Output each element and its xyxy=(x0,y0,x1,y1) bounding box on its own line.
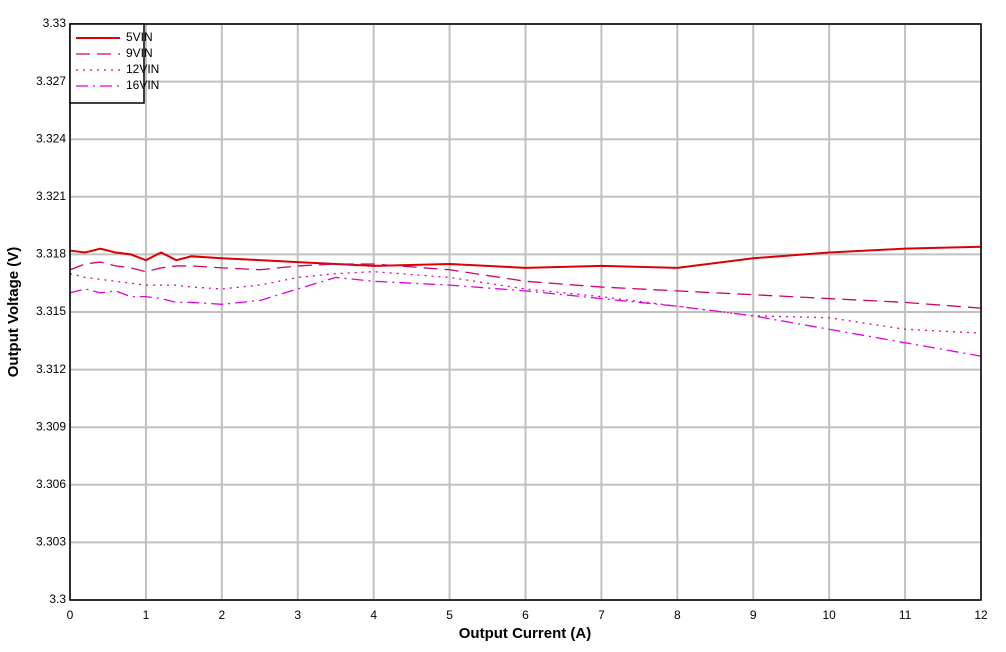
series-line xyxy=(69,245,982,269)
series-line xyxy=(69,276,982,357)
grid xyxy=(69,23,982,601)
x-tick-label: 9 xyxy=(750,608,757,622)
legend-label: 16VIN xyxy=(126,78,159,92)
x-tick-label: 6 xyxy=(522,608,529,622)
y-tick-label: 3.3 xyxy=(49,592,66,606)
y-tick-label: 3.327 xyxy=(36,74,66,88)
y-tick-label: 3.321 xyxy=(36,189,66,203)
legend-label: 12VIN xyxy=(126,62,159,76)
y-tick-label: 3.303 xyxy=(36,535,66,549)
x-tick-label: 5 xyxy=(446,608,453,622)
legend: 5VIN 9VIN 12VIN 16VIN xyxy=(69,23,159,104)
x-tick-label: 4 xyxy=(370,608,377,622)
tick-labels: 3.3 3.303 3.306 3.309 3.312 3.315 3.318 3.321 3.… xyxy=(36,16,988,622)
y-tick-label: 3.318 xyxy=(36,247,66,261)
y-tick-label: 3.33 xyxy=(43,16,67,30)
x-tick-label: 2 xyxy=(218,608,225,622)
x-tick-label: 10 xyxy=(822,608,836,622)
x-tick-label: 7 xyxy=(598,608,605,622)
y-tick-label: 3.324 xyxy=(36,131,66,145)
y-tick-label: 3.315 xyxy=(36,304,66,318)
y-tick-label: 3.306 xyxy=(36,477,66,491)
y-tick-label: 3.312 xyxy=(36,362,66,376)
x-tick-label: 12 xyxy=(974,608,988,622)
series-line xyxy=(69,261,982,309)
x-tick-label: 8 xyxy=(674,608,681,622)
y-tick-label: 3.309 xyxy=(36,419,66,433)
x-tick-label: 11 xyxy=(899,608,912,622)
x-tick-label: 1 xyxy=(143,608,150,622)
x-tick-label: 3 xyxy=(294,608,301,622)
x-axis-title: Output Current (A) xyxy=(459,625,591,642)
plot-lines xyxy=(69,245,982,357)
plot-frame xyxy=(69,23,982,601)
legend-label: 5VIN xyxy=(126,30,153,44)
x-tick-label: 0 xyxy=(67,608,74,622)
series-line xyxy=(69,271,982,334)
legend-label: 9VIN xyxy=(126,46,153,60)
y-axis-title: Output Voltage (V) xyxy=(5,247,22,378)
